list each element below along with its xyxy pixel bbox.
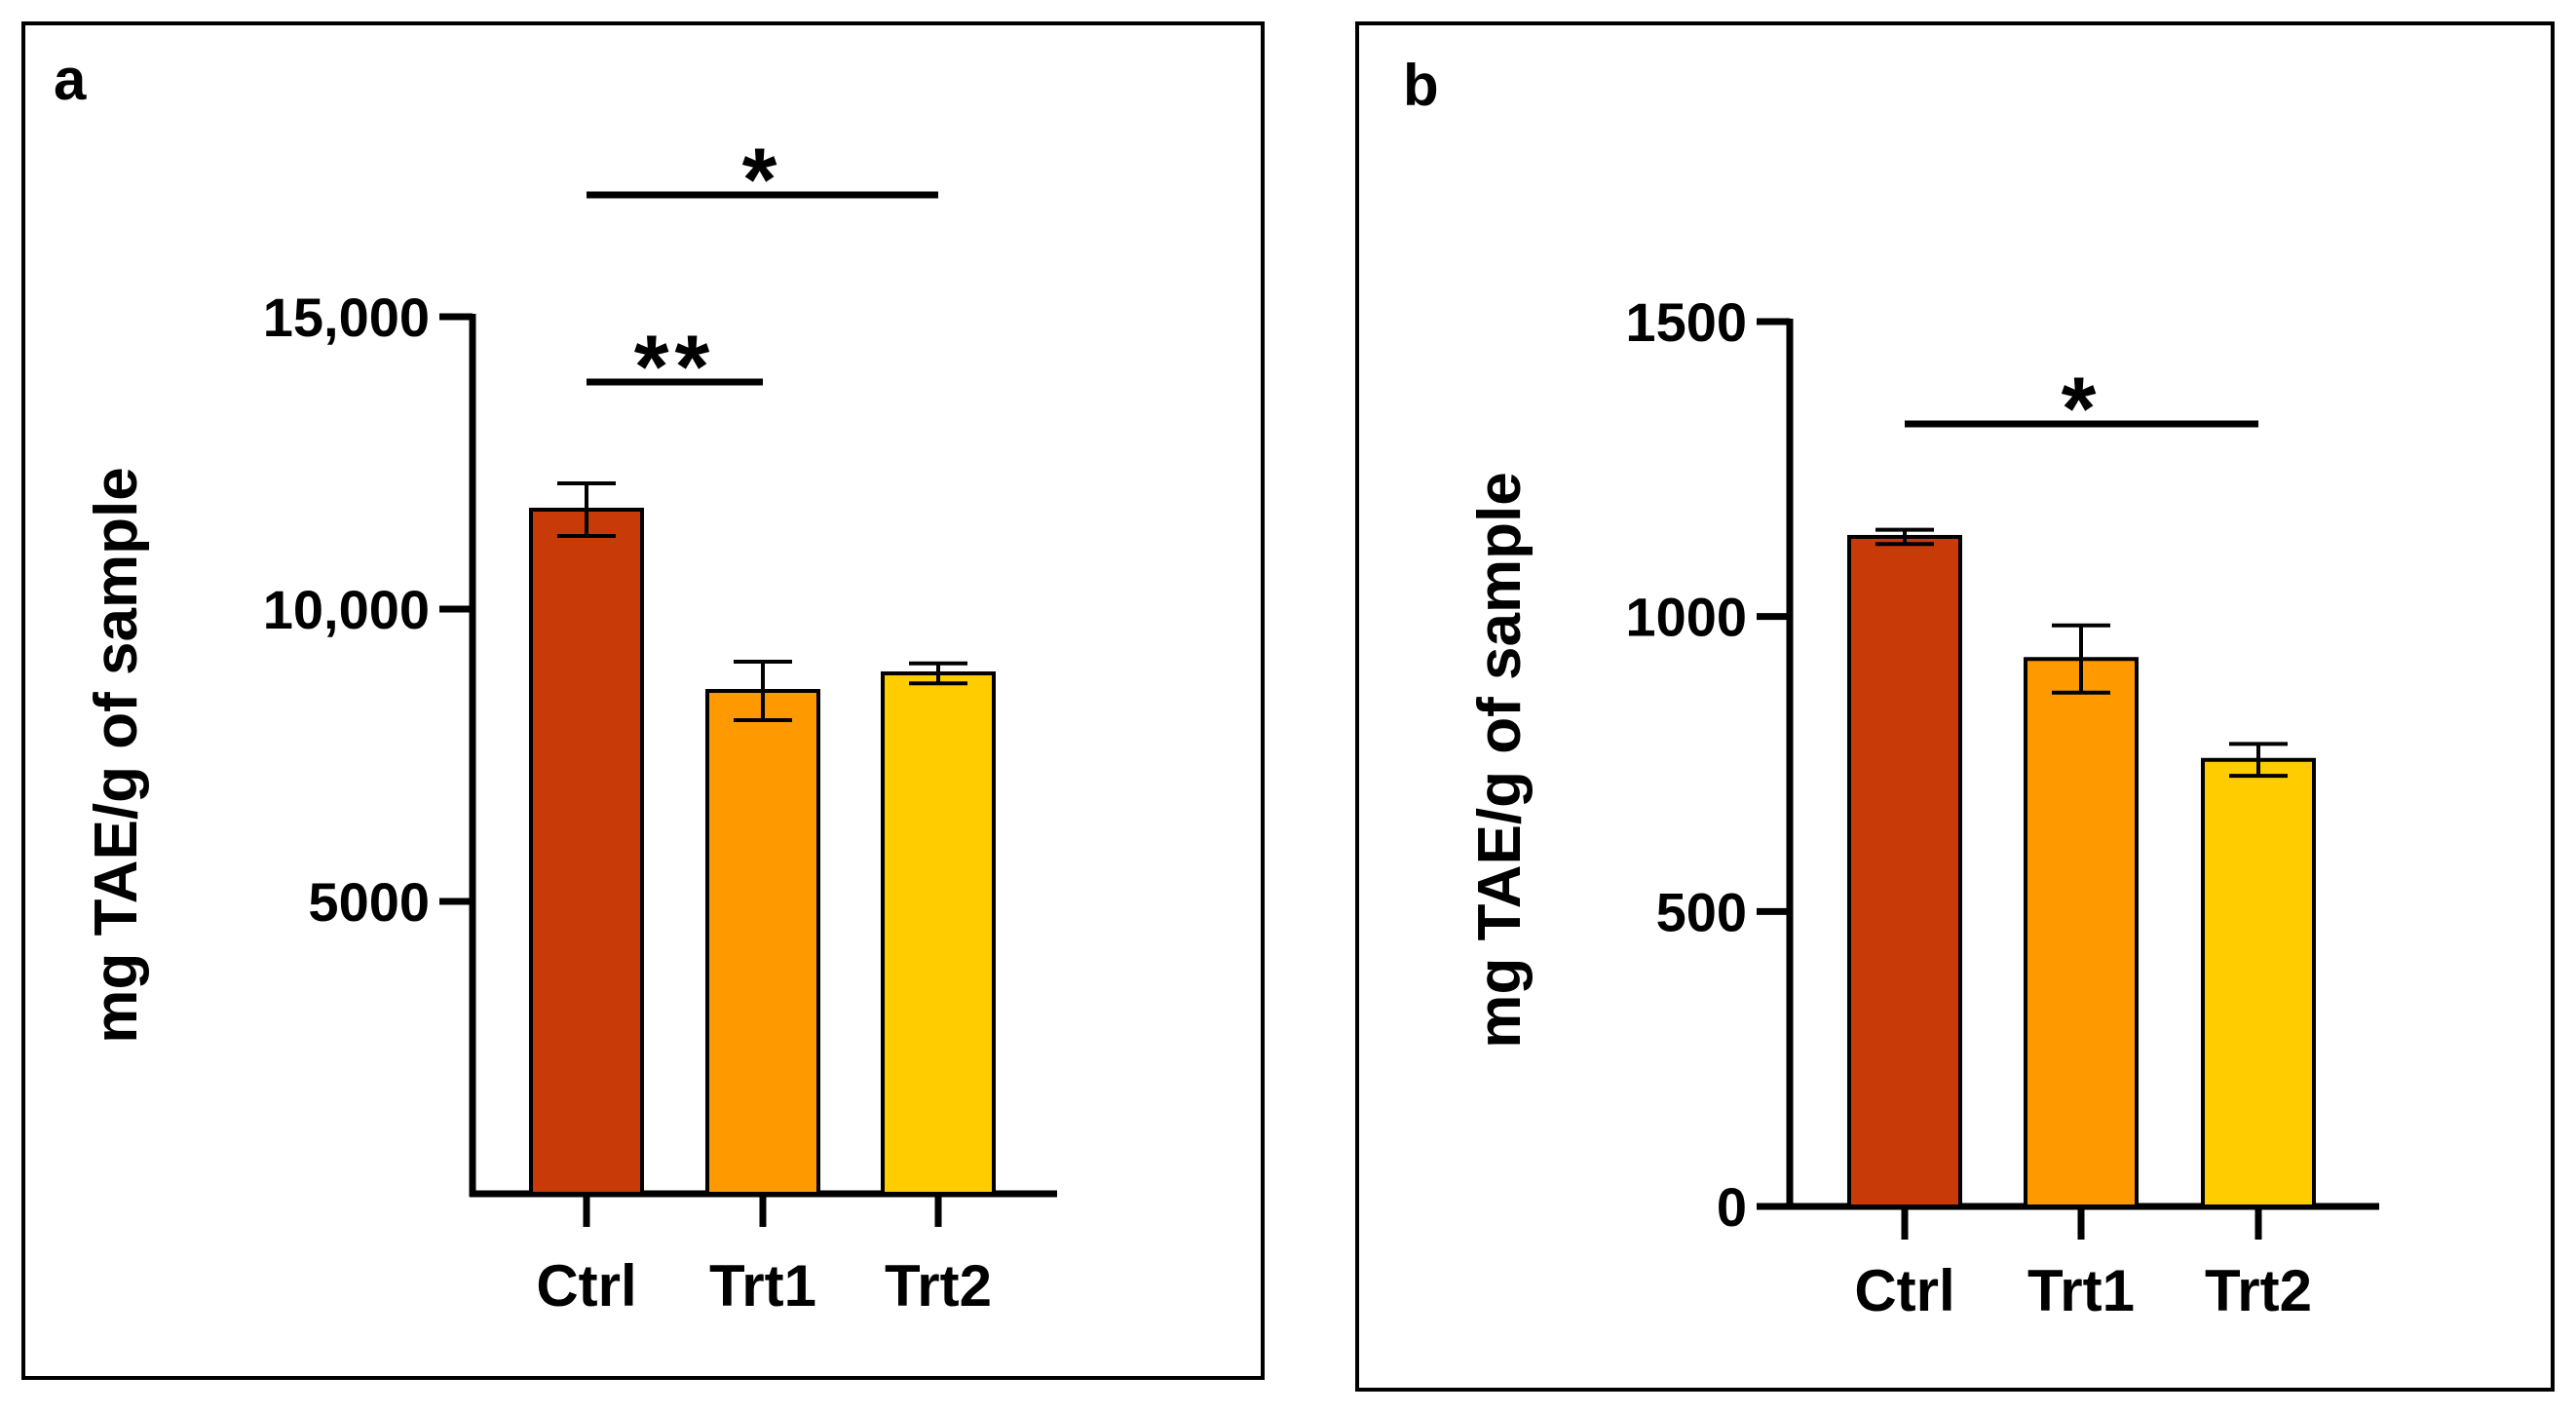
panel-b-y-tick-label: 0 [1717,1176,1747,1238]
panel-a-y-tick-label: 10,000 [263,579,430,640]
panel-a-significance-label: ** [634,318,716,417]
panel-b-y-tick-label: 1500 [1625,291,1747,353]
panel-a-bar-trt1 [705,689,820,1196]
panel-b-y-tick-label: 500 [1656,881,1747,942]
panel-b-bar-trt1 [2024,657,2139,1208]
panel-a-x-tick-label-ctrl: Ctrl [536,1253,636,1318]
panel-a-letter: a [54,47,87,112]
panel-a-bar-trt2 [881,671,996,1196]
panel-a-x-tick-label-trt2: Trt2 [885,1253,992,1318]
panel-a-frame [21,21,1265,1380]
panel-b-y-tick-label: 1000 [1625,587,1747,648]
panel-a-x-tick-label-trt1: Trt1 [709,1253,816,1318]
panel-b-bar-trt2 [2201,757,2316,1209]
panel-a-y-tick-label: 5000 [308,871,430,933]
panel-b-y-axis-label: mg TAE/g of sample [1466,472,1534,1048]
panel-b-bar-ctrl [1847,534,1962,1208]
panel-a-y-axis-label: mg TAE/g of sample [83,467,150,1043]
panel-b-significance-label: * [2062,360,2102,459]
panel-a-significance-label: * [742,131,783,230]
panel-b-x-tick-label-trt1: Trt1 [2027,1258,2135,1323]
panel-a-bar-ctrl [529,508,644,1196]
panel-b: b 0 500 1000 1500 mg TAE/g of sample Ctrl Trt1… [1355,21,2555,1392]
panel-b-frame [1355,21,2555,1392]
panel-a-y-tick-label: 15,000 [263,287,430,348]
panel-a: a 5000 10,000 15,000 mg TAE/g of sample Ctrl… [21,21,1265,1380]
panel-b-x-tick-label-trt2: Trt2 [2205,1258,2312,1323]
panel-b-letter: b [1403,53,1439,118]
panel-b-x-tick-label-ctrl: Ctrl [1854,1258,1954,1323]
